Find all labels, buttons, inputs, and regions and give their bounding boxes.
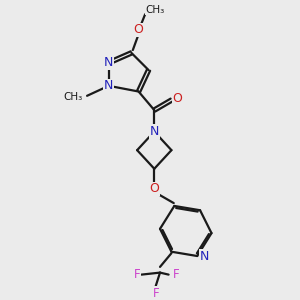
Text: N: N [104, 79, 113, 92]
Text: F: F [172, 268, 179, 281]
Text: O: O [172, 92, 182, 105]
Text: O: O [134, 23, 143, 37]
Text: CH₃: CH₃ [64, 92, 83, 102]
Text: O: O [149, 182, 159, 195]
Text: N: N [200, 250, 209, 262]
Text: N: N [150, 125, 159, 138]
Text: CH₃: CH₃ [146, 5, 165, 15]
Text: F: F [152, 287, 159, 300]
Text: F: F [134, 268, 140, 281]
Text: N: N [104, 56, 113, 69]
